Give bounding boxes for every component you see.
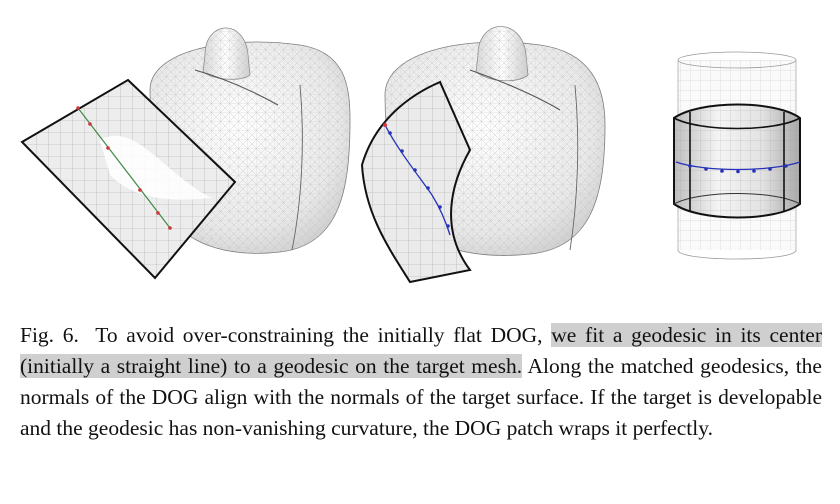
figure-label: Fig. 6. — [20, 323, 79, 347]
caption-text-part1: To avoid over-constraining the initially… — [95, 323, 543, 347]
geodesic-line-fitted — [384, 124, 451, 236]
panel-dog-wrapped-cylinder — [673, 51, 801, 260]
wrapped-dog-sheet — [673, 103, 801, 219]
geodesic-line-cylinder — [675, 161, 801, 171]
fitted-dog-sheet — [360, 80, 472, 284]
figure-caption: Fig. 6. To avoid over-constraining the i… — [20, 320, 822, 444]
caption-text-part2: Along the matched geodesics, the normals… — [20, 354, 822, 440]
geodesic-markers-cylinder — [688, 164, 788, 174]
panel-dog-after-fit — [360, 26, 606, 284]
geodesic-line-flat — [77, 107, 171, 229]
geodesic-markers-flat — [76, 106, 172, 230]
flat-dog-sheet — [20, 78, 237, 280]
geodesic-markers-fitted — [388, 131, 450, 228]
figure-image — [20, 26, 801, 284]
panel-flat-dog-before-fit — [20, 27, 351, 280]
